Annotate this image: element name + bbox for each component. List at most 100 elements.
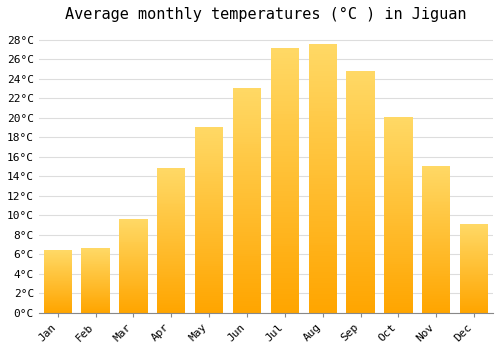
Bar bbox=[346, 158, 375, 160]
Bar bbox=[384, 256, 412, 258]
Bar bbox=[308, 189, 337, 191]
Bar bbox=[308, 226, 337, 229]
Bar bbox=[460, 257, 488, 258]
Bar bbox=[384, 281, 412, 283]
Bar bbox=[195, 222, 224, 223]
Bar bbox=[233, 209, 261, 211]
Bar bbox=[308, 154, 337, 157]
Bar bbox=[422, 166, 450, 167]
Bar bbox=[233, 169, 261, 171]
Bar bbox=[119, 258, 148, 259]
Bar bbox=[422, 223, 450, 224]
Bar bbox=[422, 304, 450, 305]
Bar bbox=[460, 303, 488, 304]
Bar bbox=[270, 175, 299, 177]
Bar bbox=[82, 263, 110, 264]
Bar bbox=[157, 242, 186, 243]
Bar bbox=[422, 238, 450, 239]
Bar bbox=[308, 55, 337, 57]
Bar bbox=[195, 194, 224, 195]
Bar bbox=[346, 129, 375, 131]
Bar bbox=[346, 175, 375, 177]
Bar bbox=[195, 260, 224, 262]
Bar bbox=[157, 203, 186, 204]
Bar bbox=[384, 217, 412, 219]
Bar bbox=[384, 230, 412, 232]
Bar bbox=[460, 225, 488, 226]
Bar bbox=[195, 285, 224, 287]
Bar bbox=[308, 90, 337, 92]
Bar bbox=[460, 308, 488, 309]
Bar bbox=[82, 281, 110, 282]
Bar bbox=[195, 229, 224, 231]
Bar bbox=[233, 229, 261, 232]
Bar bbox=[270, 167, 299, 169]
Bar bbox=[233, 166, 261, 169]
Bar bbox=[157, 261, 186, 262]
Bar bbox=[270, 246, 299, 249]
Bar bbox=[346, 144, 375, 146]
Bar bbox=[308, 165, 337, 167]
Bar bbox=[422, 270, 450, 272]
Bar bbox=[195, 162, 224, 164]
Bar bbox=[270, 148, 299, 151]
Bar bbox=[233, 182, 261, 184]
Bar bbox=[270, 93, 299, 95]
Bar bbox=[422, 212, 450, 214]
Bar bbox=[82, 270, 110, 271]
Bar bbox=[308, 146, 337, 149]
Bar bbox=[384, 181, 412, 183]
Bar bbox=[270, 98, 299, 100]
Bar bbox=[422, 182, 450, 183]
Bar bbox=[384, 309, 412, 311]
Bar bbox=[308, 130, 337, 132]
Bar bbox=[119, 247, 148, 248]
Bar bbox=[157, 285, 186, 287]
Bar bbox=[119, 223, 148, 224]
Bar bbox=[119, 221, 148, 222]
Bar bbox=[384, 275, 412, 278]
Bar bbox=[233, 227, 261, 229]
Bar bbox=[157, 288, 186, 289]
Bar bbox=[82, 257, 110, 258]
Bar bbox=[195, 281, 224, 283]
Bar bbox=[270, 106, 299, 108]
Bar bbox=[308, 278, 337, 280]
Bar bbox=[270, 228, 299, 231]
Bar bbox=[233, 94, 261, 97]
Bar bbox=[44, 300, 72, 301]
Bar bbox=[460, 289, 488, 290]
Bar bbox=[195, 301, 224, 303]
Bar bbox=[308, 111, 337, 114]
Bar bbox=[308, 79, 337, 81]
Bar bbox=[233, 200, 261, 202]
Bar bbox=[157, 252, 186, 253]
Bar bbox=[346, 146, 375, 148]
Bar bbox=[44, 297, 72, 298]
Bar bbox=[270, 299, 299, 302]
Bar bbox=[157, 189, 186, 190]
Bar bbox=[384, 303, 412, 305]
Bar bbox=[384, 138, 412, 140]
Bar bbox=[119, 253, 148, 254]
Bar bbox=[270, 177, 299, 180]
Bar bbox=[157, 230, 186, 232]
Bar bbox=[195, 231, 224, 233]
Bar bbox=[82, 275, 110, 276]
Bar bbox=[422, 177, 450, 179]
Bar bbox=[346, 105, 375, 107]
Bar bbox=[460, 282, 488, 284]
Bar bbox=[270, 270, 299, 273]
Bar bbox=[422, 264, 450, 266]
Bar bbox=[460, 264, 488, 265]
Bar bbox=[270, 252, 299, 254]
Bar bbox=[119, 281, 148, 282]
Bar bbox=[460, 234, 488, 236]
Bar bbox=[157, 248, 186, 249]
Bar bbox=[157, 183, 186, 184]
Bar bbox=[44, 311, 72, 312]
Bar bbox=[119, 267, 148, 268]
Bar bbox=[233, 252, 261, 254]
Bar bbox=[270, 249, 299, 252]
Bar bbox=[422, 224, 450, 226]
